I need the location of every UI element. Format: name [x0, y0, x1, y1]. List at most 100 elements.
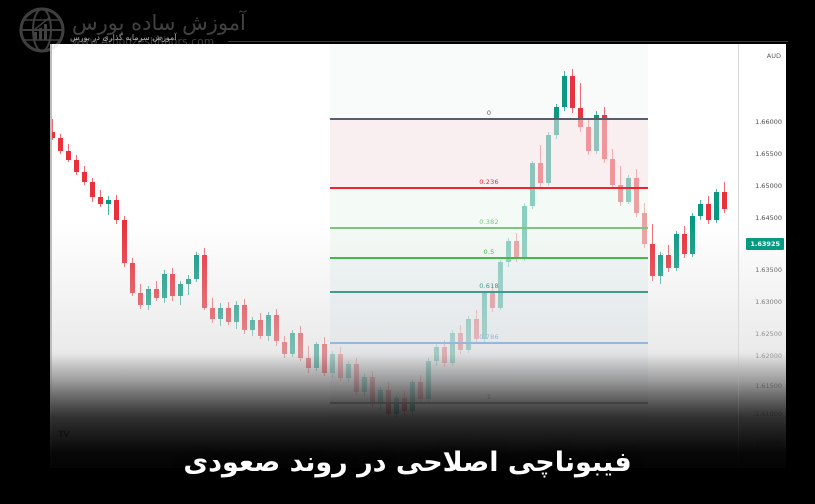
candle-body [138, 293, 143, 305]
candlestick [314, 44, 319, 468]
fib-level-line-0[interactable] [330, 118, 648, 120]
candlestick [138, 44, 143, 468]
axis-bottom-fade [739, 44, 786, 468]
candlestick [298, 44, 303, 468]
fib-level-line-0.382[interactable] [330, 227, 648, 229]
caption-title: فیبوناچی اصلاحی در روند صعودی [183, 447, 632, 478]
candlestick [706, 44, 711, 468]
candlestick [282, 44, 287, 468]
price-axis-tick: 1.65000 [755, 182, 782, 190]
candle-body [74, 159, 79, 172]
price-axis-tick: 1.64500 [755, 214, 782, 222]
candlestick [714, 44, 719, 468]
fib-level-label-1: 1 [486, 393, 492, 401]
candle-body [698, 204, 703, 216]
candle-wick [188, 275, 189, 295]
candlestick [258, 44, 263, 468]
candlestick [90, 44, 95, 468]
candle-body [650, 243, 655, 277]
fib-level-line-0.236[interactable] [330, 187, 648, 189]
candle-body [722, 191, 727, 209]
candle-body [234, 304, 239, 322]
candle-body [298, 333, 303, 359]
candlestick [250, 44, 255, 468]
tradingview-watermark: TV [58, 430, 70, 440]
candlestick [58, 44, 63, 468]
candlestick [82, 44, 87, 468]
brand-title: آموزش ساده بورس [72, 10, 246, 35]
candlestick [186, 44, 191, 468]
candle-body [122, 219, 127, 264]
candlestick [74, 44, 79, 468]
candle-body [226, 307, 231, 322]
candle-body [322, 344, 327, 373]
candlestick [682, 44, 687, 468]
candle-body [202, 255, 207, 308]
candlestick [98, 44, 103, 468]
candlestick [666, 44, 671, 468]
candlestick [66, 44, 71, 468]
candlestick [210, 44, 215, 468]
candle-body [218, 307, 223, 319]
brand-text: آموزش ساده بورس www.AmoozeshBoors.com [72, 10, 246, 48]
fib-window-tint [330, 44, 648, 468]
candlestick [146, 44, 151, 468]
candlestick [178, 44, 183, 468]
candle-body [250, 320, 255, 331]
candle-body [58, 137, 63, 151]
candlestick [194, 44, 199, 468]
candle-body [314, 344, 319, 369]
candlestick [306, 44, 311, 468]
candle-body [666, 255, 671, 268]
price-axis-tick: 1.66000 [755, 118, 782, 126]
fib-level-line-0.786[interactable] [330, 342, 648, 344]
price-axis-tick: 1.63500 [755, 266, 782, 274]
fib-level-label-0: 0 [486, 109, 492, 117]
fib-level-line-0.5[interactable] [330, 257, 648, 259]
price-axis-tick: 1.60500 [755, 438, 782, 446]
header-divider [228, 41, 788, 42]
fib-level-label-0.236: 0.236 [479, 178, 499, 186]
candle-body [282, 341, 287, 355]
fib-level-line-0.618[interactable] [330, 291, 648, 293]
fib-level-label-0.786: 0.786 [479, 333, 499, 341]
price-axis-tick: 1.63000 [755, 298, 782, 306]
candle-body [170, 273, 175, 297]
candle-body [266, 314, 271, 336]
candle-body [210, 307, 215, 319]
candlestick [122, 44, 127, 468]
candlestick [242, 44, 247, 468]
candlestick [202, 44, 207, 468]
fib-level-line-1[interactable] [330, 402, 648, 404]
brand-url: www.AmoozeshBoors.com [72, 35, 215, 48]
candle-body [194, 255, 199, 280]
price-axis-tick: 1.62000 [755, 352, 782, 360]
brand-tagline-fa: آموزش سرمایه گذاری در بورس [70, 33, 177, 42]
candle-wick [108, 195, 109, 215]
candle-body [82, 171, 87, 182]
candle-body [258, 320, 263, 336]
candle-body [130, 263, 135, 294]
candle-body [290, 333, 295, 355]
candle-body [690, 215, 695, 254]
fib-level-label-0.382: 0.382 [479, 218, 499, 226]
current-price-badge: 1.63925 [746, 238, 784, 250]
candle-body [706, 204, 711, 220]
candle-body [178, 283, 183, 297]
chart-canvas: 0 0.236 0.382 0.5 0.618 0.786 1 AUD 1.63925 1.… [50, 44, 786, 468]
candlestick [154, 44, 159, 468]
fib-level-label-0.618: 0.618 [479, 282, 499, 290]
fibonacci-retracement-overlay[interactable]: 0 0.236 0.382 0.5 0.618 0.786 1 [330, 44, 648, 468]
fib-level-label-0.5: 0.5 [483, 248, 495, 256]
chart-left-border [50, 44, 52, 468]
candle-body [162, 273, 167, 298]
candlestick [218, 44, 223, 468]
candle-body [114, 200, 119, 220]
candlestick [290, 44, 295, 468]
candlestick [322, 44, 327, 468]
candlestick [722, 44, 727, 468]
price-axis[interactable]: AUD 1.63925 1.66000 1.65500 1.65000 1.64500… [738, 44, 786, 468]
price-axis-tick: 1.62500 [755, 330, 782, 338]
candlestick [114, 44, 119, 468]
